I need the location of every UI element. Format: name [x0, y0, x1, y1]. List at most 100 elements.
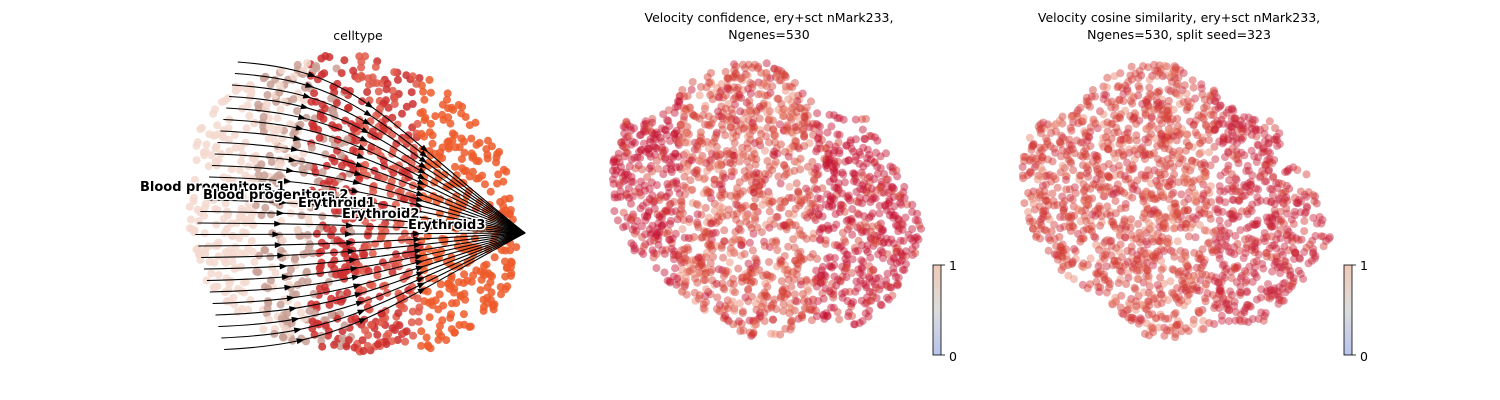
velocity-confidence-point	[897, 200, 906, 209]
velocity-confidence-point	[799, 297, 808, 306]
panel-velocity-cosine-similarity: Velocity cosine similarity, ery+sct nMar…	[1018, 10, 1368, 364]
velocity-confidence-point	[659, 170, 668, 179]
velocity-confidence-point	[790, 123, 799, 132]
velocity-confidence-point	[815, 228, 824, 237]
celltype-point	[367, 320, 375, 329]
velocity-confidence-point	[746, 106, 754, 115]
velocity-confidence-point	[735, 90, 744, 99]
velocity-confidence-point	[620, 129, 629, 138]
velocity-confidence-point	[810, 168, 819, 177]
velocity-confidence-point	[679, 151, 688, 159]
velocity-confidence-point	[792, 179, 801, 188]
velocity-cosine-point	[1188, 76, 1197, 85]
velocity-confidence-point	[760, 317, 769, 325]
celltype-point	[450, 328, 459, 337]
velocity-confidence-point	[655, 193, 663, 202]
velocity-confidence-point	[827, 156, 835, 165]
celltype-point	[336, 342, 345, 351]
velocity-cosine-point	[1123, 85, 1132, 94]
velocity-cosine-point	[1093, 124, 1102, 133]
velocity-confidence-point	[674, 152, 683, 161]
velocity-cosine-point	[1274, 290, 1282, 299]
velocity-confidence-point	[830, 167, 838, 175]
velocity-confidence-point	[770, 295, 779, 304]
velocity-confidence-point	[719, 314, 728, 323]
velocity-cosine-point	[1179, 98, 1188, 107]
velocity-cosine-point	[1153, 213, 1162, 222]
velocity-cosine-point	[1230, 243, 1239, 252]
velocity-confidence-point	[729, 72, 738, 81]
velocity-confidence-point	[750, 188, 759, 197]
velocity-confidence-point	[627, 177, 636, 186]
velocity-cosine-point	[1150, 166, 1159, 175]
velocity-cosine-point	[1074, 206, 1083, 215]
celltype-point	[506, 271, 515, 280]
velocity-confidence-point	[884, 199, 892, 208]
velocity-confidence-point	[707, 194, 715, 203]
velocity-cosine-point	[1120, 217, 1129, 226]
velocity-cosine-point	[1248, 315, 1257, 323]
velocity-confidence-point	[889, 239, 898, 248]
velocity-cosine-point	[1161, 314, 1170, 323]
celltype-point	[212, 220, 221, 229]
velocity-cosine-point	[1021, 152, 1030, 161]
velocity-confidence-point	[745, 238, 754, 247]
celltype-point	[512, 243, 521, 252]
velocity-confidence-point	[784, 193, 793, 202]
celltype-point	[201, 246, 209, 255]
velocity-confidence-point	[641, 230, 650, 239]
celltype-point	[254, 171, 263, 180]
velocity-confidence-point	[647, 178, 656, 187]
velocity-confidence-point	[835, 146, 844, 155]
velocity-confidence-point	[658, 143, 667, 152]
velocity-confidence-point	[818, 278, 827, 286]
velocity-confidence-point	[781, 72, 790, 81]
velocity-cosine-point	[1260, 130, 1269, 138]
velocity-cosine-point	[1125, 136, 1134, 145]
velocity-confidence-point	[829, 174, 838, 183]
velocity-confidence-point	[614, 153, 623, 162]
velocity-confidence-point	[809, 175, 818, 184]
velocity-confidence-point	[819, 294, 828, 303]
velocity-confidence-point	[781, 86, 790, 95]
velocity-confidence-point	[808, 250, 817, 259]
velocity-confidence-point	[748, 246, 757, 255]
velocity-confidence-point	[714, 92, 723, 101]
velocity-confidence-point	[635, 188, 644, 197]
velocity-confidence-point	[826, 289, 835, 298]
velocity-cosine-point	[1115, 247, 1124, 256]
velocity-cosine-point	[1189, 320, 1198, 328]
velocity-confidence-point	[757, 291, 766, 300]
velocity-confidence-point	[611, 163, 619, 172]
celltype-point	[460, 237, 469, 246]
velocity-confidence-point	[830, 157, 839, 165]
velocity-cosine-point	[1124, 299, 1133, 307]
velocity-confidence-point	[683, 267, 692, 276]
velocity-confidence-point	[899, 188, 908, 197]
velocity-confidence-point	[703, 166, 712, 175]
velocity-confidence-point	[802, 277, 811, 286]
velocity-confidence-point	[745, 316, 754, 325]
celltype-point	[321, 150, 330, 159]
velocity-confidence-point	[695, 137, 703, 146]
velocity-confidence-point	[748, 119, 757, 127]
velocity-confidence-point	[808, 157, 817, 166]
velocity-cosine-point	[1278, 250, 1287, 259]
panel3-colorbar-gradient	[1343, 264, 1353, 356]
velocity-confidence-point	[723, 82, 732, 90]
velocity-confidence-point	[757, 129, 766, 138]
streamline-arrowhead	[283, 178, 292, 184]
velocity-cosine-point	[1170, 170, 1179, 179]
velocity-confidence-point	[823, 311, 832, 320]
velocity-confidence-point	[808, 207, 817, 216]
streamline-arrowhead	[300, 103, 309, 110]
velocity-confidence-point	[816, 278, 825, 287]
velocity-confidence-point	[695, 291, 704, 300]
velocity-confidence-point	[858, 264, 867, 273]
velocity-confidence-point	[780, 252, 789, 260]
velocity-confidence-point	[617, 168, 626, 177]
celltype-point	[210, 258, 219, 267]
celltype-point	[330, 206, 339, 215]
celltype-point	[358, 336, 367, 345]
celltype-point	[402, 102, 411, 111]
